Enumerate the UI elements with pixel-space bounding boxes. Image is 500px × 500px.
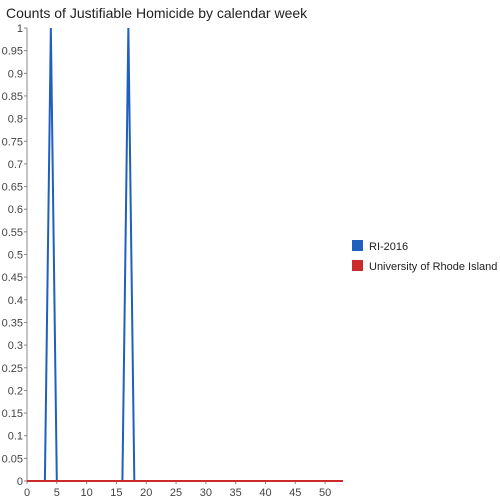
chart-title: Counts of Justifiable Homicide by calend… [6,5,308,21]
y-tick-label: 0.35 [2,317,23,329]
series-line-ri-2016 [27,28,343,481]
x-tick-label: 0 [24,487,30,499]
y-tick-label: 0.7 [8,159,23,171]
y-tick-label: 0.2 [8,385,23,397]
y-tick-label: 0.5 [8,250,23,262]
y-tick-label: 0.75 [2,136,23,148]
x-tick-label: 45 [289,487,301,499]
x-tick-label: 30 [200,487,212,499]
x-axis-ticks: 0 5 10 15 20 25 30 35 40 45 50 [24,481,331,499]
y-tick-label: 0.3 [8,340,23,352]
axes [27,28,343,481]
y-tick-label: 0.6 [8,204,23,216]
y-tick-label: 0.45 [2,272,23,284]
x-tick-label: 5 [54,487,60,499]
y-tick-label: 0.15 [2,408,23,420]
y-tick-label: 0.65 [2,182,23,194]
y-tick-label: 0.95 [2,46,23,58]
legend-label: RI-2016 [369,241,408,253]
legend-swatch [352,260,363,271]
x-tick-label: 50 [319,487,331,499]
x-tick-label: 25 [170,487,182,499]
x-tick-label: 40 [259,487,271,499]
y-tick-label: 0.05 [2,453,23,465]
y-tick-label: 0.55 [2,227,23,239]
x-tick-label: 35 [230,487,242,499]
series-lines [27,28,343,481]
y-tick-label: 0.25 [2,363,23,375]
legend: RI-2016 University of Rhode Island [352,240,497,273]
y-tick-label: 0 [17,476,23,488]
y-tick-label: 0.85 [2,91,23,103]
y-tick-label: 0.1 [8,431,23,443]
y-tick-label: 1 [17,23,23,35]
y-axis-ticks: 0 0.05 0.1 0.15 0.2 0.25 0.3 0.35 0.4 0.45 0.5 0.55… [2,23,27,488]
legend-swatch [352,240,363,251]
x-tick-label: 15 [110,487,122,499]
legend-label: University of Rhode Island [369,261,497,273]
y-tick-label: 0.8 [8,114,23,126]
y-tick-label: 0.9 [8,68,23,80]
x-tick-label: 10 [80,487,92,499]
x-tick-label: 20 [140,487,152,499]
y-tick-label: 0.4 [8,295,23,307]
